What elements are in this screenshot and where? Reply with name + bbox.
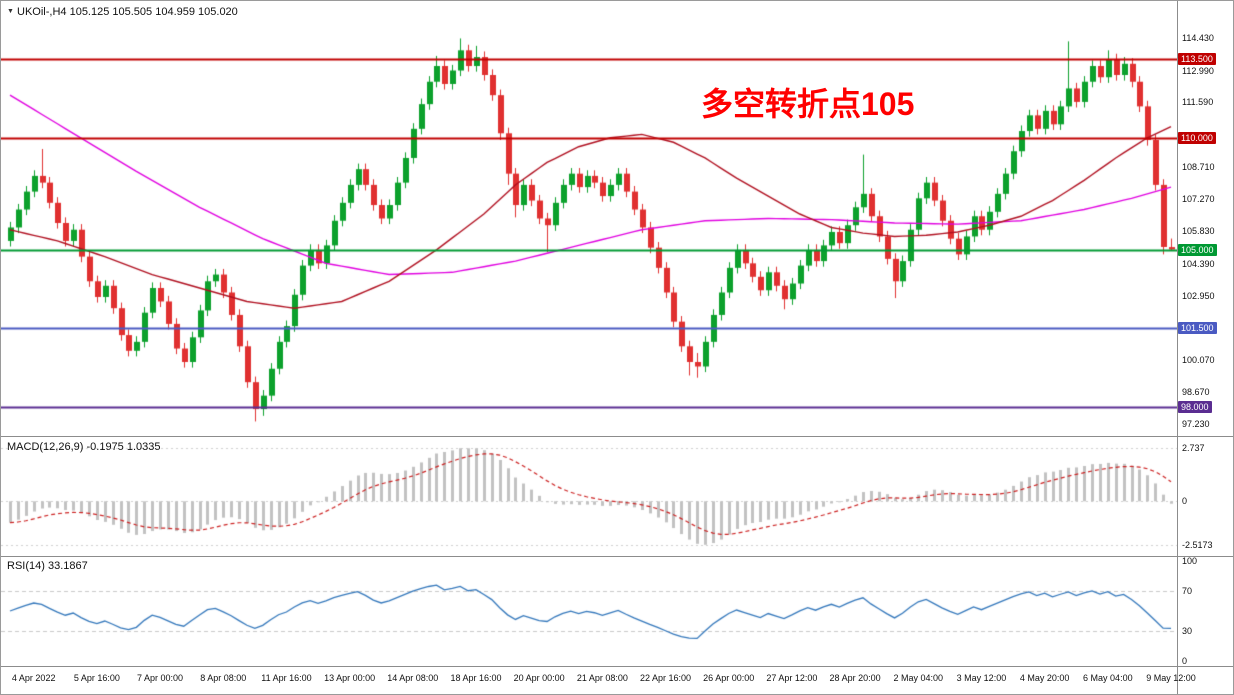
time-axis-label: 26 Apr 00:00 xyxy=(703,673,755,683)
time-axis-label: 3 May 12:00 xyxy=(956,673,1007,683)
symbol-timeframe-label: UKOil-,H4 xyxy=(17,6,67,18)
ohlc-values: 105.125 105.505 104.959 105.020 xyxy=(69,6,238,18)
time-axis-label: 2 May 04:00 xyxy=(893,673,944,683)
price-axis-label: 107.270 xyxy=(1182,193,1215,204)
rsi-canvas[interactable] xyxy=(1,557,1177,666)
price-axis-label: 100.070 xyxy=(1182,355,1215,366)
panel-divider[interactable] xyxy=(1,436,1233,437)
time-axis-label: 14 Apr 08:00 xyxy=(387,673,439,683)
rsi-value: 33.1867 xyxy=(47,560,88,572)
time-axis-label: 4 May 20:00 xyxy=(1019,673,1070,683)
price-level-badge[interactable]: 113.500 xyxy=(1178,53,1216,66)
time-axis-label: 11 Apr 16:00 xyxy=(261,673,312,683)
rsi-axis-label: 30 xyxy=(1182,626,1193,636)
macd-axis-label: 0 xyxy=(1182,496,1188,507)
time-axis-label: 6 May 04:00 xyxy=(1083,673,1133,683)
panel-divider[interactable] xyxy=(1,666,1233,667)
price-level-badge[interactable]: 101.500 xyxy=(1178,322,1217,335)
rsi-indicator-title: RSI(14) 33.1867 xyxy=(7,560,88,572)
rsi-axis-label: 0 xyxy=(1182,656,1188,666)
time-axis-label: 27 Apr 12:00 xyxy=(766,673,818,683)
price-axis-label: 114.430 xyxy=(1182,33,1214,44)
chart-title: ▼ UKOil-,H4 105.125 105.505 104.959 105.… xyxy=(7,6,238,18)
macd-axis-label: -2.5173 xyxy=(1182,539,1213,550)
time-axis-label: 22 Apr 16:00 xyxy=(639,673,692,683)
macd-indicator-title: MACD(12,26,9) -0.1975 1.0335 xyxy=(7,441,161,453)
price-axis-label: 104.390 xyxy=(1182,258,1215,269)
macd-axis-label: 2.737 xyxy=(1182,443,1205,454)
rsi-label: RSI(14) xyxy=(7,560,45,572)
time-axis-label: 8 Apr 08:00 xyxy=(200,673,247,683)
rsi-axis-label: 70 xyxy=(1182,586,1193,596)
time-axis-label: 18 Apr 16:00 xyxy=(450,673,502,683)
price-axis-label: 98.670 xyxy=(1182,386,1210,397)
price-axis-separator xyxy=(1177,1,1178,694)
price-axis-label: 112.990 xyxy=(1182,65,1214,76)
rsi-axis-label: 100 xyxy=(1182,556,1198,566)
chart-annotation-text[interactable]: 多空转折点105 xyxy=(701,86,915,122)
panel-divider[interactable] xyxy=(1,556,1233,557)
macd-canvas[interactable] xyxy=(1,437,1177,556)
macd-values: -0.1975 1.0335 xyxy=(86,441,161,453)
price-level-badge[interactable]: 105.000 xyxy=(1178,243,1217,256)
time-axis-label: 5 Apr 16:00 xyxy=(73,673,120,683)
time-axis-label: 28 Apr 20:00 xyxy=(829,673,881,683)
price-axis-label: 97.230 xyxy=(1182,419,1210,430)
macd-label: MACD(12,26,9) xyxy=(7,441,84,453)
price-axis-label: 108.710 xyxy=(1182,161,1215,172)
time-axis-label: 7 Apr 00:00 xyxy=(137,673,184,683)
time-axis-label: 9 May 12:00 xyxy=(1146,673,1196,683)
time-axis-label: 20 Apr 00:00 xyxy=(513,673,565,683)
price-level-badge[interactable]: 110.000 xyxy=(1178,131,1216,144)
time-axis: 4 Apr 2022 5 Apr 16:00 7 Apr 00:00 8 Apr 08… xyxy=(1,667,1233,694)
price-chart-canvas[interactable] xyxy=(1,1,1177,436)
price-level-badge[interactable]: 98.000 xyxy=(1178,400,1212,413)
symbol-dropdown-icon[interactable]: ▼ xyxy=(7,8,14,15)
price-axis-label: 105.830 xyxy=(1182,226,1215,237)
time-axis-label: 21 Apr 08:00 xyxy=(576,673,628,683)
time-axis-label: 13 Apr 00:00 xyxy=(324,673,376,683)
time-axis-label: 4 Apr 2022 xyxy=(11,673,56,683)
price-axis-label: 111.590 xyxy=(1182,97,1214,108)
price-axis-label: 102.950 xyxy=(1182,290,1215,301)
